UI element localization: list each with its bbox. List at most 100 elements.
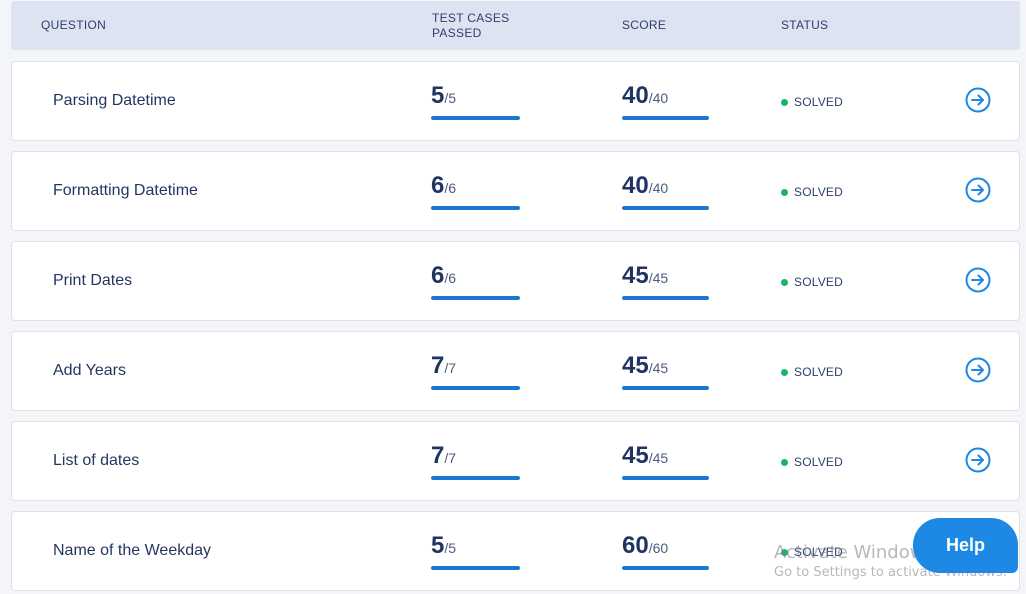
arrow-circle-right-icon[interactable] xyxy=(965,357,991,383)
test-cases-progress-bar xyxy=(431,386,520,390)
status-label: SOLVED xyxy=(794,365,843,379)
test-cases-total: /6 xyxy=(444,270,457,286)
status-badge: SOLVED xyxy=(781,95,843,109)
test-cases-metric: 5/5 xyxy=(431,82,520,120)
test-cases-total: /6 xyxy=(444,180,457,196)
test-cases-total: /5 xyxy=(444,540,457,556)
score-progress-fill xyxy=(622,206,709,210)
test-cases-metric: 5/5 xyxy=(431,532,520,570)
test-cases-metric: 6/6 xyxy=(431,262,520,300)
score-progress-bar xyxy=(622,206,709,210)
help-button[interactable]: Help xyxy=(913,518,1018,573)
score-progress-bar xyxy=(622,566,709,570)
score-value: 45 xyxy=(622,262,649,289)
question-name[interactable]: List of dates xyxy=(53,452,140,469)
score-progress-fill xyxy=(622,296,709,300)
score-metric: 45/45 xyxy=(622,442,709,480)
score-progress-fill xyxy=(622,566,709,570)
header-test-cases: TEST CASES PASSED xyxy=(432,11,532,41)
status-label: SOLVED xyxy=(794,275,843,289)
status-badge: SOLVED xyxy=(781,185,843,199)
score-total: /45 xyxy=(648,270,669,286)
test-cases-progress-bar xyxy=(431,206,520,210)
score-progress-bar xyxy=(622,476,709,480)
question-name[interactable]: Name of the Weekday xyxy=(53,542,212,559)
score-total: /45 xyxy=(648,450,669,466)
status-label: SOLVED xyxy=(794,545,843,559)
test-cases-progress-fill xyxy=(431,296,520,300)
status-badge: SOLVED xyxy=(781,545,843,559)
question-name[interactable]: Formatting Datetime xyxy=(53,182,198,199)
test-cases-metric: 7/7 xyxy=(431,442,520,480)
score-value: 45 xyxy=(622,352,649,379)
status-dot-icon xyxy=(781,548,788,556)
status-dot-icon xyxy=(781,458,788,466)
score-total: /45 xyxy=(648,360,669,376)
status-dot-icon xyxy=(781,188,788,196)
score-value: 60 xyxy=(622,532,649,559)
test-cases-passed: 6 xyxy=(431,172,445,199)
score-metric: 45/45 xyxy=(622,262,709,300)
score-metric: 40/40 xyxy=(622,82,709,120)
status-label: SOLVED xyxy=(794,185,843,199)
test-cases-passed: 6 xyxy=(431,262,445,289)
score-progress-fill xyxy=(622,386,709,390)
test-cases-progress-fill xyxy=(431,116,520,120)
score-value: 45 xyxy=(622,442,649,469)
table-row[interactable]: List of dates 7/7 45/45 SOLVED xyxy=(11,421,1020,501)
score-progress-fill xyxy=(622,116,709,120)
test-cases-passed: 7 xyxy=(431,352,445,379)
table-row[interactable]: Add Years 7/7 45/45 SOLVED xyxy=(11,331,1020,411)
status-badge: SOLVED xyxy=(781,455,843,469)
test-cases-passed: 5 xyxy=(431,82,445,109)
question-name[interactable]: Parsing Datetime xyxy=(53,92,176,109)
question-name[interactable]: Add Years xyxy=(53,362,126,379)
test-cases-passed: 5 xyxy=(431,532,445,559)
question-name[interactable]: Print Dates xyxy=(53,272,133,289)
header-question: QUESTION xyxy=(41,18,107,32)
arrow-circle-right-icon[interactable] xyxy=(965,267,991,293)
score-progress-bar xyxy=(622,296,709,300)
table-row[interactable]: Print Dates 6/6 45/45 SOLVED xyxy=(11,241,1020,321)
test-cases-progress-bar xyxy=(431,116,520,120)
status-badge: SOLVED xyxy=(781,275,843,289)
header-score: SCORE xyxy=(622,18,667,32)
score-total: /60 xyxy=(648,540,669,556)
table-row[interactable]: Parsing Datetime 5/5 40/40 SOLVED xyxy=(11,61,1020,141)
test-cases-metric: 7/7 xyxy=(431,352,520,390)
test-cases-progress-fill xyxy=(431,386,520,390)
score-total: /40 xyxy=(648,180,669,196)
status-label: SOLVED xyxy=(794,455,843,469)
status-label: SOLVED xyxy=(794,95,843,109)
score-progress-fill xyxy=(622,476,709,480)
score-metric: 40/40 xyxy=(622,172,709,210)
test-cases-total: /7 xyxy=(444,360,457,376)
score-metric: 45/45 xyxy=(622,352,709,390)
arrow-circle-right-icon[interactable] xyxy=(965,177,991,203)
arrow-circle-right-icon[interactable] xyxy=(965,447,991,473)
test-cases-progress-bar xyxy=(431,566,520,570)
test-cases-progress-bar xyxy=(431,296,520,300)
test-cases-passed: 7 xyxy=(431,442,445,469)
score-value: 40 xyxy=(622,82,649,109)
watermark-title: Activate Windows xyxy=(774,542,934,563)
test-cases-metric: 6/6 xyxy=(431,172,520,210)
header-test-cases-line2: PASSED xyxy=(432,26,482,40)
status-dot-icon xyxy=(781,98,788,106)
score-progress-bar xyxy=(622,386,709,390)
score-progress-bar xyxy=(622,116,709,120)
status-badge: SOLVED xyxy=(781,365,843,379)
header-test-cases-line1: TEST CASES xyxy=(432,11,510,25)
table-row[interactable]: Formatting Datetime 6/6 40/40 SOLVED xyxy=(11,151,1020,231)
test-cases-total: /7 xyxy=(444,450,457,466)
test-cases-progress-bar xyxy=(431,476,520,480)
score-metric: 60/60 xyxy=(622,532,709,570)
table-body: Parsing Datetime 5/5 40/40 SOLVED Format… xyxy=(11,61,1020,594)
table-header: QUESTION TEST CASES PASSED SCORE STATUS xyxy=(11,1,1020,50)
score-value: 40 xyxy=(622,172,649,199)
test-cases-progress-fill xyxy=(431,476,520,480)
test-cases-progress-fill xyxy=(431,566,520,570)
header-status: STATUS xyxy=(781,18,829,32)
arrow-circle-right-icon[interactable] xyxy=(965,87,991,113)
